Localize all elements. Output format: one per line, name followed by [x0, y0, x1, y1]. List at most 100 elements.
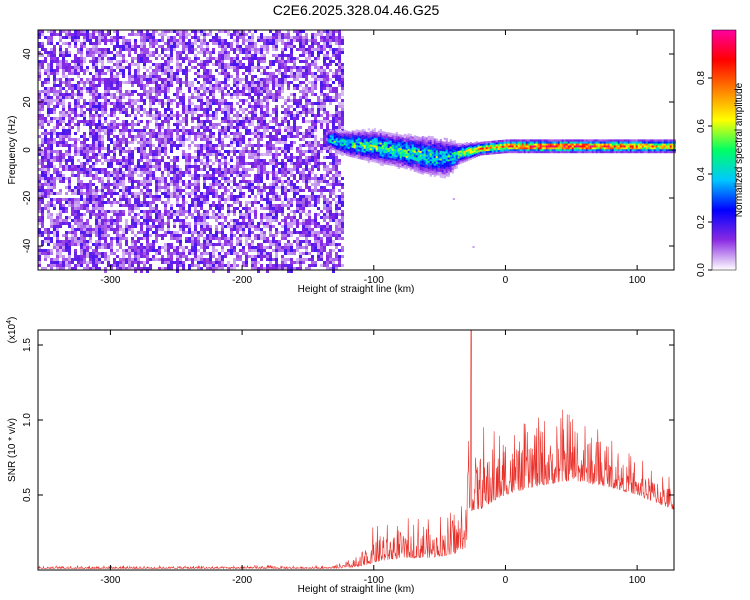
spectrogram-cell: [269, 243, 272, 246]
spectrogram-cell: [245, 45, 248, 48]
spectrogram-cell: [203, 132, 206, 135]
spectrogram-cell: [260, 66, 263, 69]
spectrogram-cell: [317, 252, 320, 255]
spectrogram-cell: [203, 222, 206, 225]
spectrogram-cell: [194, 111, 197, 114]
spectrogram-cell: [110, 108, 113, 111]
spectrogram-cell: [92, 57, 95, 60]
spectrogram-cell: [53, 168, 56, 174]
spectrogram-cell: [245, 144, 248, 147]
spectrogram-cell: [245, 75, 248, 78]
spectrogram-cell: [161, 36, 164, 39]
spectrogram-cell: [326, 57, 329, 60]
spectrogram-cell: [287, 240, 290, 243]
spectrogram-cell: [215, 249, 218, 252]
spectrogram-cell: [269, 267, 272, 270]
spectrogram-cell: [152, 156, 155, 159]
spectrogram-cell: [83, 162, 86, 165]
spectrogram-cell: [221, 198, 224, 201]
spectrogram-cell: [68, 153, 71, 156]
spectrogram-cell: [101, 60, 104, 63]
spectrogram-cell: [290, 261, 293, 264]
spectrogram-cell: [185, 240, 188, 243]
spectrogram-cell: [71, 126, 74, 129]
spectrogram-cell: [257, 255, 260, 258]
spectrogram-cell: [290, 69, 293, 72]
spectrogram-cell: [86, 78, 89, 81]
spectrogram-cell: [122, 171, 125, 174]
spectrogram-cell: [212, 117, 215, 120]
spectrogram-cell: [239, 108, 242, 111]
spectrogram-cell: [296, 111, 299, 114]
spectrogram-cell: [146, 111, 149, 114]
spectrogram-cell: [125, 174, 128, 177]
spectrogram-cell: [155, 162, 158, 165]
spectrogram-cell: [149, 33, 152, 36]
spectrogram-cell: [149, 204, 152, 207]
spectrogram-cell: [158, 216, 161, 219]
spectrogram-cell: [86, 255, 89, 258]
spectrogram-cell: [260, 267, 263, 270]
spectrogram-cell: [161, 174, 164, 177]
spectrogram-cell: [227, 54, 230, 57]
spectrogram-cell: [236, 114, 239, 117]
spectrogram-cell: [47, 237, 50, 240]
spectrogram-cell: [317, 156, 320, 159]
spectrogram-cell: [272, 216, 275, 219]
spectrogram-cell: [155, 156, 158, 159]
spectrogram-cell: [302, 210, 305, 213]
spectrogram-cell: [143, 264, 146, 267]
spectrogram-cell: [137, 54, 140, 57]
spectrogram-cell: [194, 237, 197, 243]
spectrogram-cell: [170, 195, 173, 198]
spectrogram-cell: [263, 57, 266, 60]
spectrogram-cell: [200, 234, 203, 237]
spectrogram-cell: [68, 258, 71, 261]
spectrogram-cell: [215, 63, 218, 66]
spectrogram-cell: [167, 60, 170, 63]
spectrogram-cell: [53, 156, 56, 159]
spectrogram-cell: [281, 66, 284, 69]
spectrogram-cell: [98, 57, 101, 60]
spectrogram-cell: [215, 189, 218, 192]
spectrogram-cell: [176, 42, 179, 45]
spectrogram-cell: [197, 36, 200, 39]
spectrogram-cell: [56, 246, 59, 249]
spectrogram-cell: [251, 225, 254, 228]
spectrogram-cell: [290, 210, 293, 213]
spectrogram-cell: [113, 252, 116, 255]
spectrogram-cell: [56, 201, 59, 204]
spectrogram-cell: [272, 234, 275, 237]
spectrogram-cell: [170, 117, 173, 120]
spectrogram-cell: [116, 240, 119, 243]
spectrogram-cell: [188, 33, 191, 36]
spectrogram-cell: [233, 171, 236, 174]
spectrogram-cell: [203, 228, 206, 234]
spectrogram-cell: [50, 186, 53, 189]
spectrogram-cell: [278, 96, 281, 99]
spectrogram-cell: [212, 192, 215, 195]
spectrogram-cell: [83, 183, 86, 186]
spectrogram-cell: [155, 120, 158, 123]
spectrogram-cell: [92, 60, 95, 63]
spectrogram-cell: [116, 186, 119, 189]
spectrogram-cell: [113, 180, 116, 183]
spectrogram-cell: [77, 168, 80, 174]
spectrogram-cell: [116, 168, 119, 171]
spectrogram-cell: [197, 114, 200, 117]
spectrogram-cell: [260, 153, 263, 156]
spectrogram-cell: [227, 252, 230, 255]
spectrogram-cell: [185, 57, 188, 60]
spectrogram-cell: [257, 141, 260, 144]
spectrogram-cell: [248, 231, 251, 234]
spectrogram-cell: [200, 222, 203, 225]
spectrogram-cell: [152, 33, 155, 36]
spectrogram-cell: [125, 225, 128, 228]
spectrogram-cell: [191, 81, 194, 84]
spectrogram-cell: [245, 84, 248, 87]
spectrogram-cell: [77, 225, 80, 228]
spectrogram-cell: [98, 141, 101, 144]
spectrogram-cell: [191, 36, 194, 39]
spectrogram-cell: [191, 42, 194, 45]
spectrogram-cell: [149, 264, 152, 270]
